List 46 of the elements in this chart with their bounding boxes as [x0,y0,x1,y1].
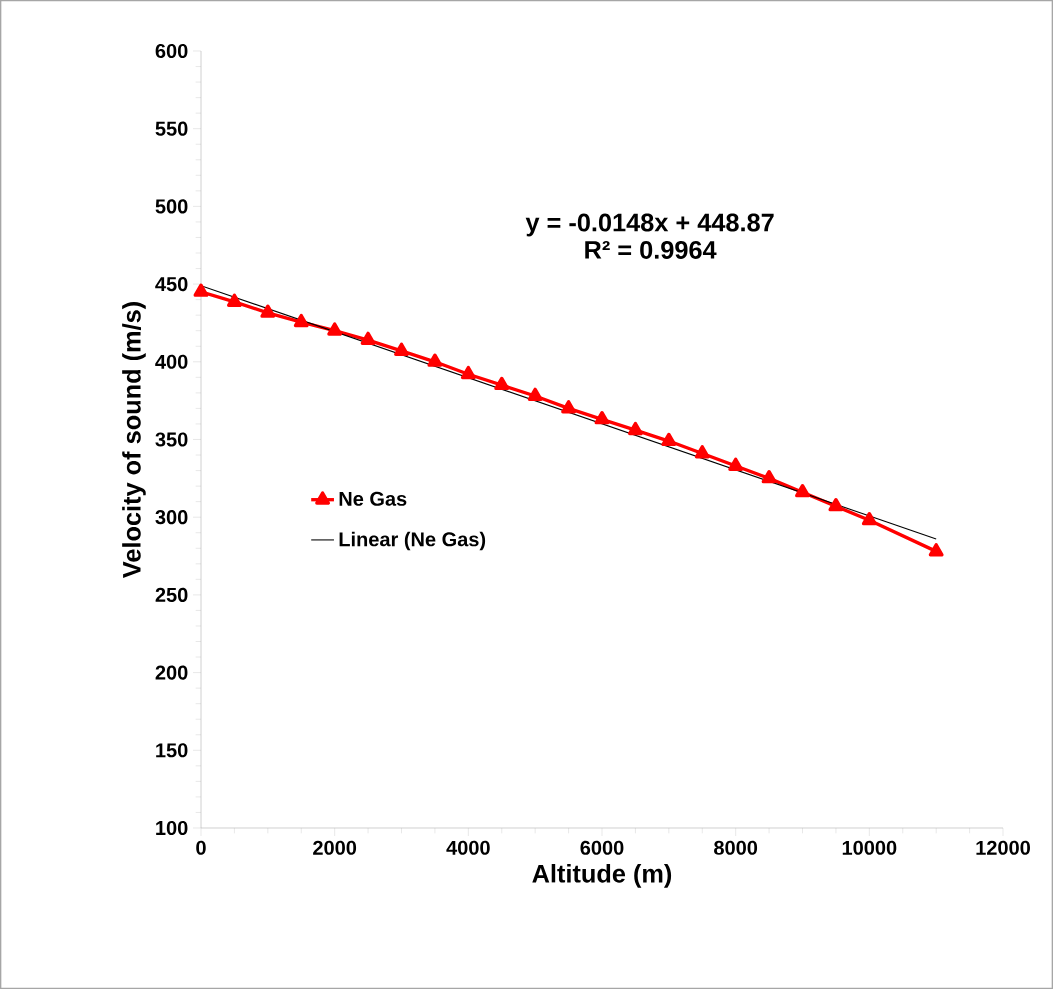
point [861,511,877,526]
point [226,293,242,307]
y-tick-label: 500 [155,199,188,214]
y-axis-title: Velocity of sound (m/s) [122,302,146,578]
y-tick-label: 100 [156,820,188,836]
x-tick-label: 6000 [580,840,624,855]
point [728,457,744,471]
point [594,410,610,425]
point [627,421,643,436]
point [527,387,543,401]
point [327,322,343,336]
point [828,497,844,512]
annotation: R² = 0.9964 [585,240,717,259]
point [460,365,476,380]
annotation: y = -0.0148x + 448.87 [525,213,774,237]
point [427,353,443,367]
y-tick-label: 250 [155,587,188,602]
x-axis-title: Altitude (m) [532,864,672,888]
point [394,342,409,356]
y-tick-label: 550 [155,121,188,136]
x-tick-label: 4000 [446,840,490,855]
y-tick-label: 150 [156,743,188,758]
point [260,304,276,318]
x-tick-label: 2000 [313,840,357,855]
point [193,283,209,297]
point [494,376,510,391]
x-tick-label: 10000 [842,840,897,855]
x-tick-label: 8000 [714,840,758,855]
point [661,432,677,447]
y-tick-label: 350 [155,432,188,447]
legend-label: Linear (Ne Gas) [339,531,486,551]
point [694,445,710,459]
y-tick-label: 200 [155,665,188,680]
point [293,313,309,328]
y-tick-label: 450 [155,277,188,292]
point [360,331,376,346]
x-tick-label: 0 [196,840,206,855]
y-tick-label: 300 [155,510,188,525]
y-tick-label: 600 [155,43,188,59]
point [561,400,577,414]
y-tick-label: 400 [155,354,188,369]
point [761,470,777,484]
point [795,483,810,498]
legend-label: Ne Gas [339,491,407,506]
point [928,543,944,557]
x-tick-label: 12000 [976,840,1030,855]
